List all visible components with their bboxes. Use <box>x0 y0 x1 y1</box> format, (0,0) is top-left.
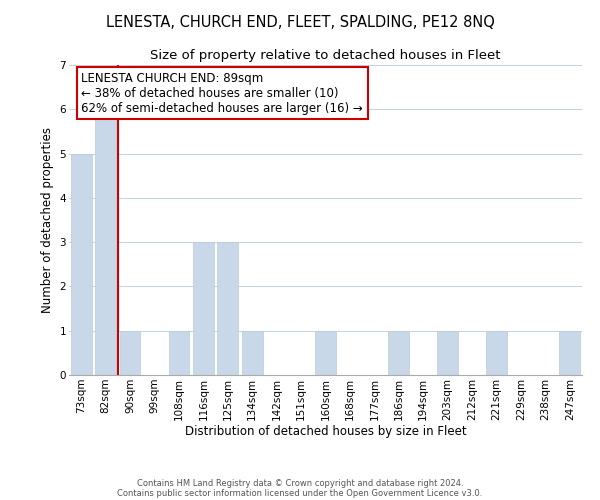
Bar <box>119 330 140 375</box>
Text: Contains public sector information licensed under the Open Government Licence v3: Contains public sector information licen… <box>118 488 482 498</box>
Text: LENESTA, CHURCH END, FLEET, SPALDING, PE12 8NQ: LENESTA, CHURCH END, FLEET, SPALDING, PE… <box>106 15 494 30</box>
Bar <box>437 330 458 375</box>
Bar <box>559 330 580 375</box>
Bar <box>193 242 214 375</box>
Bar <box>242 330 263 375</box>
Text: Contains HM Land Registry data © Crown copyright and database right 2024.: Contains HM Land Registry data © Crown c… <box>137 478 463 488</box>
Bar <box>315 330 336 375</box>
Bar <box>388 330 409 375</box>
Bar <box>95 110 116 375</box>
Y-axis label: Number of detached properties: Number of detached properties <box>41 127 54 313</box>
Bar <box>169 330 190 375</box>
Title: Size of property relative to detached houses in Fleet: Size of property relative to detached ho… <box>150 50 501 62</box>
Bar <box>71 154 92 375</box>
Text: LENESTA CHURCH END: 89sqm
← 38% of detached houses are smaller (10)
62% of semi-: LENESTA CHURCH END: 89sqm ← 38% of detac… <box>82 72 363 114</box>
Bar <box>486 330 507 375</box>
Bar <box>217 242 238 375</box>
X-axis label: Distribution of detached houses by size in Fleet: Distribution of detached houses by size … <box>185 426 466 438</box>
